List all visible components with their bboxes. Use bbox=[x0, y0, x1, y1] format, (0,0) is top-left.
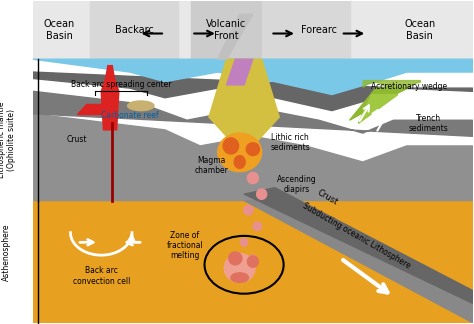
Text: Forearc: Forearc bbox=[301, 25, 337, 35]
Text: Ocean
Basin: Ocean Basin bbox=[44, 19, 75, 41]
Bar bbox=[191, 1, 262, 59]
Polygon shape bbox=[244, 201, 473, 323]
Ellipse shape bbox=[223, 138, 238, 154]
Text: Volcanic
Front: Volcanic Front bbox=[206, 19, 246, 41]
Ellipse shape bbox=[128, 101, 154, 110]
Ellipse shape bbox=[253, 222, 262, 230]
Text: Ascending
diapirs: Ascending diapirs bbox=[277, 175, 317, 194]
Ellipse shape bbox=[246, 143, 259, 156]
Ellipse shape bbox=[247, 172, 258, 184]
Bar bbox=[33, 1, 473, 59]
Bar bbox=[90, 1, 178, 59]
Ellipse shape bbox=[244, 205, 253, 215]
Polygon shape bbox=[33, 91, 473, 136]
Ellipse shape bbox=[256, 189, 267, 199]
Polygon shape bbox=[101, 66, 119, 130]
Ellipse shape bbox=[231, 273, 248, 283]
Text: Ocean
Basin: Ocean Basin bbox=[404, 19, 436, 41]
Polygon shape bbox=[244, 188, 473, 303]
Ellipse shape bbox=[240, 238, 248, 246]
Text: Lithospheric mantle
(Ophiolite suite): Lithospheric mantle (Ophiolite suite) bbox=[0, 101, 17, 178]
Text: Backarc: Backarc bbox=[115, 25, 154, 35]
Polygon shape bbox=[209, 59, 279, 146]
Text: Crust: Crust bbox=[316, 188, 339, 207]
Polygon shape bbox=[77, 104, 110, 114]
Text: Magma
chamber: Magma chamber bbox=[194, 156, 228, 175]
Ellipse shape bbox=[234, 156, 245, 168]
Text: Crust: Crust bbox=[67, 135, 87, 144]
Text: Carbonate reef: Carbonate reef bbox=[101, 111, 159, 120]
Polygon shape bbox=[218, 14, 253, 59]
Polygon shape bbox=[33, 201, 473, 323]
Text: Back arc spreading center: Back arc spreading center bbox=[71, 80, 171, 89]
Text: Subducting oceanic Lithosphere: Subducting oceanic Lithosphere bbox=[301, 201, 411, 271]
Text: Trench
sediments: Trench sediments bbox=[409, 114, 448, 133]
Text: Back arc
convection cell: Back arc convection cell bbox=[73, 266, 130, 286]
Polygon shape bbox=[358, 95, 398, 123]
Polygon shape bbox=[227, 59, 253, 85]
Ellipse shape bbox=[250, 255, 256, 262]
Text: Asthenosphere: Asthenosphere bbox=[2, 223, 11, 281]
Text: Accretionary wedge: Accretionary wedge bbox=[371, 82, 447, 91]
Ellipse shape bbox=[247, 256, 258, 267]
Text: Zone of
fractional
melting: Zone of fractional melting bbox=[166, 231, 203, 260]
Ellipse shape bbox=[218, 133, 262, 172]
Ellipse shape bbox=[228, 252, 242, 265]
Polygon shape bbox=[33, 114, 473, 201]
Bar bbox=[262, 1, 349, 59]
Polygon shape bbox=[33, 59, 473, 95]
Ellipse shape bbox=[224, 254, 255, 283]
Polygon shape bbox=[349, 88, 407, 120]
Text: Lithic rich
sediments: Lithic rich sediments bbox=[270, 133, 310, 152]
Polygon shape bbox=[33, 72, 473, 110]
